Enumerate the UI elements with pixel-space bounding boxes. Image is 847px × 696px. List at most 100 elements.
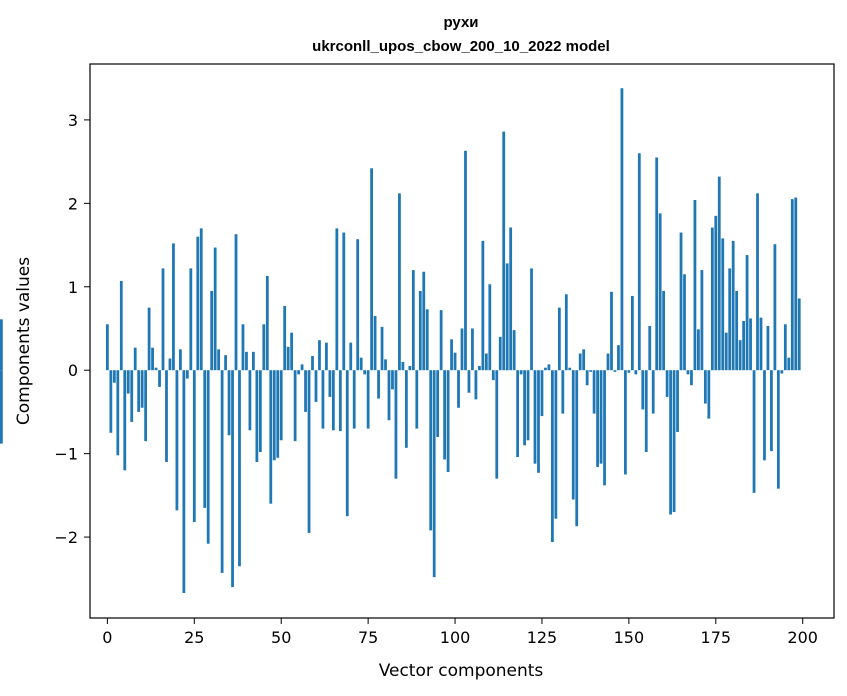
bar-78	[377, 370, 380, 399]
bar-60	[314, 370, 318, 402]
bar-50	[279, 370, 283, 441]
x-tick-label: 0	[102, 628, 112, 647]
bar-81	[387, 370, 391, 421]
bar-106	[474, 370, 478, 400]
bar-174	[710, 227, 714, 371]
y-tick-label: 3	[68, 111, 78, 130]
bar-61	[318, 340, 321, 371]
bar-199	[797, 298, 801, 371]
bar-47	[269, 370, 273, 504]
bar-190	[766, 325, 770, 371]
bar-23	[185, 370, 189, 379]
bar-192	[773, 244, 777, 371]
bar-125	[540, 370, 544, 417]
x-tick-label: 25	[184, 628, 204, 647]
bar-173	[707, 370, 711, 419]
bar-117	[512, 330, 516, 371]
bar-170	[697, 329, 700, 371]
bar-183	[742, 320, 745, 371]
bar-7	[130, 370, 134, 422]
bar-91	[422, 271, 426, 371]
bar-39	[241, 324, 245, 371]
chart-title-line-1: рухи	[443, 14, 478, 31]
bar-139	[589, 370, 593, 372]
bar-43	[255, 370, 259, 462]
bar-124	[537, 370, 540, 473]
bar-24	[189, 268, 193, 371]
bar-20	[175, 370, 179, 511]
bar-28	[203, 370, 207, 508]
bar-119	[519, 370, 523, 375]
bar-45	[262, 324, 266, 371]
bar-10	[140, 370, 144, 408]
bar-122	[530, 268, 533, 371]
bar-164	[676, 370, 679, 432]
bar-189	[763, 370, 766, 461]
bar-95	[436, 370, 440, 437]
x-tick-label: 75	[358, 628, 378, 647]
bar-21	[179, 349, 182, 371]
bar-57	[304, 370, 307, 412]
bar-142	[599, 370, 603, 464]
bar-6	[126, 370, 130, 394]
bar-194	[780, 370, 784, 374]
bar-134	[571, 370, 575, 500]
bar-137	[582, 349, 586, 371]
y-tick-label: −2	[54, 528, 78, 547]
bar-135	[575, 370, 579, 527]
bar-112	[495, 370, 499, 479]
plot-frame	[89, 63, 835, 619]
y-tick-label: 0	[68, 361, 78, 380]
x-axis-label: Vector components	[379, 661, 544, 681]
bar-51	[283, 305, 287, 371]
bar-66	[335, 228, 339, 371]
bar-69	[345, 370, 349, 517]
bar-33	[220, 370, 224, 573]
bar-8	[133, 347, 137, 371]
x-tick-label: 125	[527, 628, 558, 647]
bar-31	[213, 247, 217, 371]
bar-180	[731, 240, 735, 371]
bar-94	[432, 370, 436, 578]
bar-197	[790, 199, 794, 371]
bar-131	[561, 370, 565, 414]
bar-63	[325, 342, 328, 371]
bar-46	[265, 275, 269, 371]
bar-67	[338, 370, 342, 432]
bar-172	[703, 370, 707, 404]
bar-127	[547, 364, 551, 371]
bar-79	[380, 326, 384, 371]
bar-109	[484, 353, 488, 371]
bar-165	[679, 232, 683, 371]
x-tick-label: 100	[440, 628, 471, 647]
bar-82	[391, 370, 394, 390]
bar-30	[210, 290, 214, 371]
bar-undefined	[0, 370, 3, 444]
bar-130	[557, 307, 561, 371]
bar-136	[578, 353, 582, 371]
y-tick-label: 1	[68, 278, 78, 297]
bar-17	[165, 370, 168, 462]
bar-126	[544, 367, 547, 371]
bar-93	[429, 370, 433, 531]
bar-110	[488, 284, 492, 371]
bar-181	[735, 290, 739, 371]
bar-144	[606, 353, 610, 371]
bar-128	[551, 370, 554, 543]
bar-58	[307, 370, 311, 533]
bar-87	[408, 366, 412, 371]
bar-120	[523, 370, 526, 446]
bar-35	[227, 370, 231, 436]
bar-86	[404, 370, 408, 448]
bar-76	[370, 168, 373, 371]
bar-14	[154, 367, 158, 371]
bar-96	[439, 310, 443, 371]
bar-182	[738, 340, 742, 371]
bar-12	[147, 307, 151, 371]
bar-107	[477, 366, 481, 371]
bar-198	[794, 197, 798, 371]
chart-title-line-2: ukrconll_upos_cbow_200_10_2022 model	[312, 38, 610, 55]
bar-177	[721, 238, 725, 371]
bar-168	[690, 370, 693, 386]
